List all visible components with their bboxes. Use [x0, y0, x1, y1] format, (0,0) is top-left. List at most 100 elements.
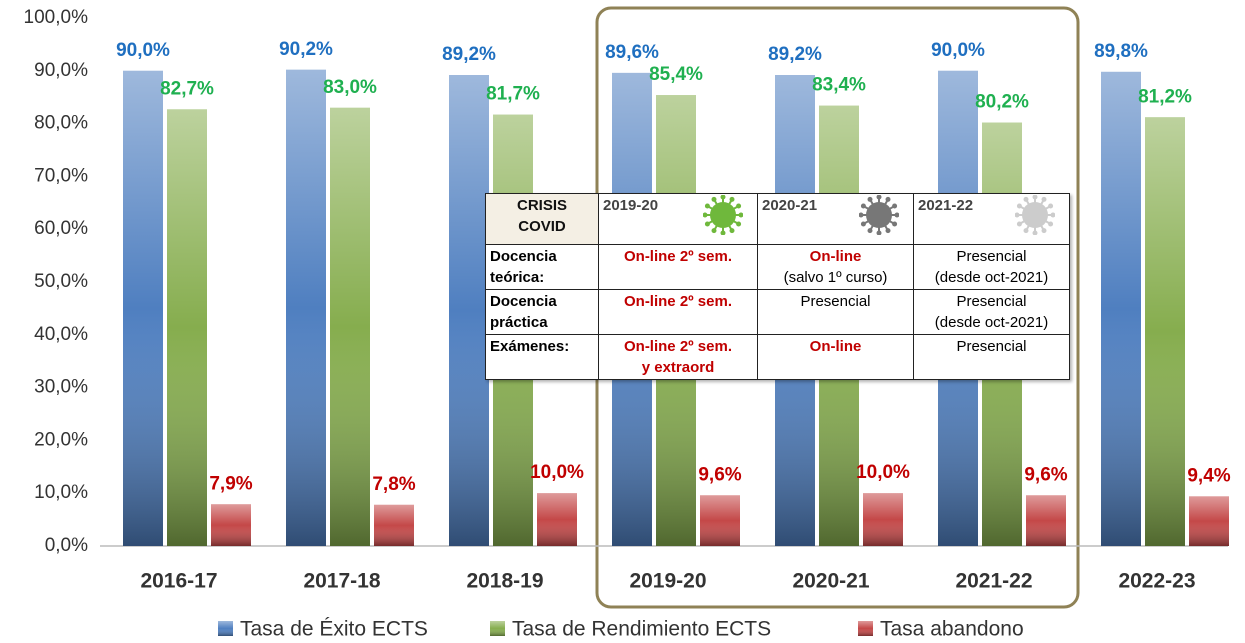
cell-text: teórica:: [490, 269, 545, 286]
table-cell: On-line 2º sem. y extraord: [598, 334, 758, 380]
x-tick-label: 2020-21: [792, 570, 869, 593]
cell-text: COVID: [518, 218, 566, 235]
y-tick-label: 70,0%: [34, 165, 88, 186]
cell-text: (salvo 1º curso): [783, 269, 888, 286]
cell-text: CRISIS: [516, 197, 567, 214]
covid-table: CRISIS COVID 2019-20 2020-21 2021-22 Docencia…: [485, 193, 1070, 380]
value-label: 82,7%: [160, 78, 214, 99]
virus-knob: [1041, 196, 1047, 202]
bar-shade: [1145, 117, 1185, 546]
table-cell: On-line 2º sem.: [598, 289, 758, 335]
table-cell: 2021-22: [913, 193, 1070, 245]
y-tick-label: 100,0%: [24, 7, 89, 28]
legend-item: Tasa de Rendimiento ECTS: [490, 618, 771, 641]
virus-knob: [738, 212, 743, 218]
virus-knob: [1041, 228, 1047, 234]
virus-icon: [859, 195, 899, 235]
virus-knob: [1023, 196, 1029, 202]
bar-shade: [330, 107, 370, 546]
virus-knob: [892, 203, 898, 209]
x-tick-label: 2017-18: [303, 570, 380, 593]
virus-knob: [1023, 228, 1029, 234]
virus-knob: [860, 203, 866, 209]
legend-item: Tasa abandono: [858, 618, 1024, 641]
virus-knob: [711, 196, 717, 202]
virus-knob: [729, 228, 735, 234]
legend-item: Tasa de Éxito ECTS: [218, 618, 428, 641]
virus-knob: [1048, 221, 1054, 227]
virus-knob: [711, 228, 717, 234]
value-label: 90,0%: [116, 40, 170, 61]
value-label: 7,8%: [372, 474, 415, 495]
y-tick-label: 40,0%: [34, 324, 88, 345]
value-label: 10,0%: [856, 462, 910, 483]
y-tick-label: 90,0%: [34, 60, 88, 81]
value-label: 89,2%: [442, 44, 496, 65]
virus-knob: [1015, 212, 1020, 218]
cell-text: Presencial: [956, 338, 1027, 355]
value-label: 89,2%: [768, 44, 822, 65]
x-tick-label: 2022-23: [1118, 570, 1195, 593]
virus-knob: [1032, 230, 1038, 235]
table-row: Exámenes: On-line 2º sem. y extraord On-lin…: [485, 334, 1070, 380]
bar-shade: [449, 75, 489, 547]
virus-knob: [885, 228, 891, 234]
bar-shade: [1101, 71, 1141, 546]
table-cell: CRISIS COVID: [485, 193, 599, 245]
table-cell: On-line 2º sem.: [598, 244, 758, 290]
legend-label: Tasa de Éxito ECTS: [240, 618, 428, 641]
value-label: 90,2%: [279, 39, 333, 60]
x-tick-label: 2019-20: [629, 570, 706, 593]
cell-text: 2021-22: [918, 197, 974, 214]
x-tick-label: 2016-17: [140, 570, 217, 593]
legend-swatch-shade: [490, 621, 505, 636]
table-cell: 2020-21: [757, 193, 914, 245]
cell-text: On-line: [809, 338, 862, 355]
cell-text: 2020-21: [762, 197, 818, 214]
bar-shade: [167, 109, 207, 547]
virus-knob: [1016, 221, 1022, 227]
bar-shade: [123, 70, 163, 547]
table-cell: Docencia teórica:: [485, 244, 599, 290]
table-cell: Docencia práctica: [485, 289, 599, 335]
virus-body: [710, 202, 736, 228]
cell-text: práctica: [490, 314, 548, 331]
cell-text: Presencial: [956, 248, 1027, 265]
virus-knob: [704, 221, 710, 227]
cell-text: On-line 2º sem.: [623, 248, 732, 265]
y-tick-label: 10,0%: [34, 482, 88, 503]
value-label: 89,8%: [1094, 41, 1148, 62]
value-label: 90,0%: [931, 40, 985, 61]
table-row: Docencia teórica: On-line 2º sem. On-line (s…: [485, 244, 1070, 290]
virus-knob: [885, 196, 891, 202]
table-cell: Exámenes:: [485, 334, 599, 380]
y-tick-label: 30,0%: [34, 377, 88, 398]
value-label: 83,4%: [812, 75, 866, 96]
y-tick-label: 0,0%: [45, 535, 88, 556]
cell-text: On-line 2º sem.: [623, 293, 732, 310]
table-cell: On-line (salvo 1º curso): [757, 244, 914, 290]
bar-shade: [537, 493, 577, 546]
table-header: CRISIS COVID 2019-20 2020-21 2021-22: [485, 193, 1070, 245]
virus-knob: [1016, 203, 1022, 209]
virus-knob: [703, 212, 708, 218]
legend-label: Tasa abandono: [880, 618, 1024, 641]
virus-knob: [1048, 203, 1054, 209]
cell-text: (desde oct-2021): [934, 314, 1049, 331]
value-label: 89,6%: [605, 42, 659, 63]
value-label: 9,4%: [1187, 465, 1230, 486]
table-cell: 2019-20: [598, 193, 758, 245]
virus-knob: [1032, 195, 1038, 200]
y-tick-label: 20,0%: [34, 429, 88, 450]
virus-icon: [1015, 195, 1055, 235]
value-label: 81,2%: [1138, 86, 1192, 107]
virus-knob: [859, 212, 864, 218]
virus-knob: [729, 196, 735, 202]
cell-text: (desde oct-2021): [934, 269, 1049, 286]
value-label: 9,6%: [1024, 464, 1067, 485]
virus-knob: [736, 203, 742, 209]
cell-text: y extraord: [641, 359, 715, 376]
virus-knob: [860, 221, 866, 227]
virus-knob: [867, 228, 873, 234]
